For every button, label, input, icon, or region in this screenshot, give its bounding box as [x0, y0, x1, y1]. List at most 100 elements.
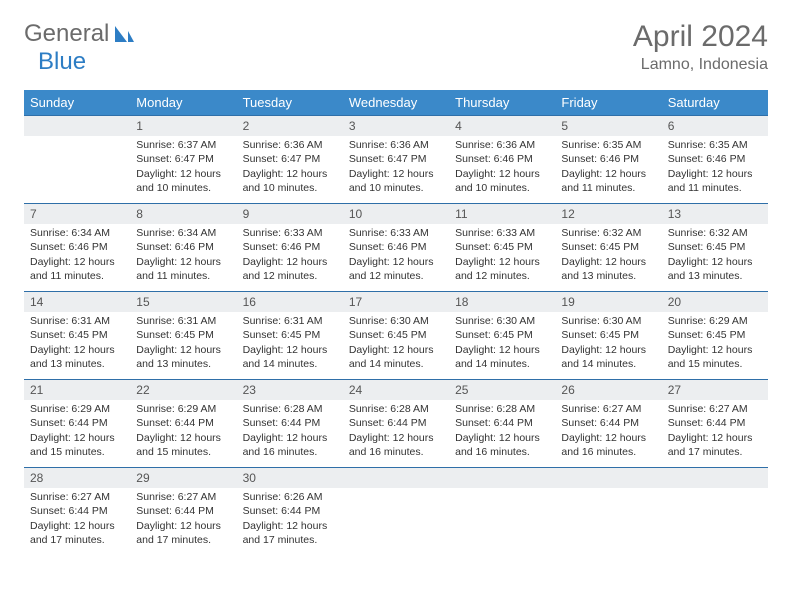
day-number: 26 — [555, 379, 661, 400]
day-details: Sunrise: 6:29 AMSunset: 6:44 PMDaylight:… — [130, 400, 236, 463]
day-details: Sunrise: 6:26 AMSunset: 6:44 PMDaylight:… — [237, 488, 343, 551]
daylight-line: Daylight: 12 hours and 10 minutes. — [243, 167, 337, 195]
sunset-line: Sunset: 6:45 PM — [668, 328, 762, 342]
calendar-cell: 2Sunrise: 6:36 AMSunset: 6:47 PMDaylight… — [237, 115, 343, 203]
calendar-cell: 8Sunrise: 6:34 AMSunset: 6:46 PMDaylight… — [130, 203, 236, 291]
sunset-line: Sunset: 6:44 PM — [349, 416, 443, 430]
calendar-cell: 25Sunrise: 6:28 AMSunset: 6:44 PMDayligh… — [449, 379, 555, 467]
sunset-line: Sunset: 6:46 PM — [561, 152, 655, 166]
calendar-cell: 4Sunrise: 6:36 AMSunset: 6:46 PMDaylight… — [449, 115, 555, 203]
calendar-cell: 6Sunrise: 6:35 AMSunset: 6:46 PMDaylight… — [662, 115, 768, 203]
day-number: 30 — [237, 467, 343, 488]
sunset-line: Sunset: 6:45 PM — [243, 328, 337, 342]
day-number: 28 — [24, 467, 130, 488]
day-details: Sunrise: 6:27 AMSunset: 6:44 PMDaylight:… — [662, 400, 768, 463]
calendar-cell — [555, 467, 661, 555]
weekday-header: Wednesday — [343, 90, 449, 115]
calendar-week-row: 14Sunrise: 6:31 AMSunset: 6:45 PMDayligh… — [24, 291, 768, 379]
sunset-line: Sunset: 6:46 PM — [349, 240, 443, 254]
sunrise-line: Sunrise: 6:33 AM — [243, 226, 337, 240]
daylight-line: Daylight: 12 hours and 16 minutes. — [349, 431, 443, 459]
calendar-cell — [24, 115, 130, 203]
day-number: 18 — [449, 291, 555, 312]
daylight-line: Daylight: 12 hours and 12 minutes. — [349, 255, 443, 283]
daylight-line: Daylight: 12 hours and 10 minutes. — [136, 167, 230, 195]
daylight-line: Daylight: 12 hours and 10 minutes. — [455, 167, 549, 195]
day-number: 24 — [343, 379, 449, 400]
day-details: Sunrise: 6:28 AMSunset: 6:44 PMDaylight:… — [343, 400, 449, 463]
calendar-cell: 19Sunrise: 6:30 AMSunset: 6:45 PMDayligh… — [555, 291, 661, 379]
day-details: Sunrise: 6:27 AMSunset: 6:44 PMDaylight:… — [555, 400, 661, 463]
sunrise-line: Sunrise: 6:31 AM — [30, 314, 124, 328]
calendar-cell: 1Sunrise: 6:37 AMSunset: 6:47 PMDaylight… — [130, 115, 236, 203]
day-details: Sunrise: 6:29 AMSunset: 6:45 PMDaylight:… — [662, 312, 768, 375]
day-details: Sunrise: 6:36 AMSunset: 6:47 PMDaylight:… — [237, 136, 343, 199]
calendar-cell: 30Sunrise: 6:26 AMSunset: 6:44 PMDayligh… — [237, 467, 343, 555]
calendar-week-row: 7Sunrise: 6:34 AMSunset: 6:46 PMDaylight… — [24, 203, 768, 291]
day-number: 23 — [237, 379, 343, 400]
sunrise-line: Sunrise: 6:32 AM — [668, 226, 762, 240]
calendar-cell: 3Sunrise: 6:36 AMSunset: 6:47 PMDaylight… — [343, 115, 449, 203]
day-details: Sunrise: 6:32 AMSunset: 6:45 PMDaylight:… — [662, 224, 768, 287]
logo-text-general: General — [24, 20, 109, 48]
day-details: Sunrise: 6:31 AMSunset: 6:45 PMDaylight:… — [24, 312, 130, 375]
calendar-cell: 20Sunrise: 6:29 AMSunset: 6:45 PMDayligh… — [662, 291, 768, 379]
daylight-line: Daylight: 12 hours and 12 minutes. — [455, 255, 549, 283]
day-number: 3 — [343, 115, 449, 136]
sunrise-line: Sunrise: 6:32 AM — [561, 226, 655, 240]
day-number: 7 — [24, 203, 130, 224]
sunset-line: Sunset: 6:44 PM — [30, 416, 124, 430]
calendar-cell: 17Sunrise: 6:30 AMSunset: 6:45 PMDayligh… — [343, 291, 449, 379]
sunset-line: Sunset: 6:44 PM — [136, 416, 230, 430]
day-number — [555, 467, 661, 488]
day-number: 10 — [343, 203, 449, 224]
sunset-line: Sunset: 6:44 PM — [136, 504, 230, 518]
sunset-line: Sunset: 6:45 PM — [136, 328, 230, 342]
calendar-table: SundayMondayTuesdayWednesdayThursdayFrid… — [24, 90, 768, 555]
weekday-header: Thursday — [449, 90, 555, 115]
day-details — [449, 488, 555, 494]
month-title: April 2024 — [633, 20, 768, 54]
day-details — [24, 136, 130, 142]
day-number: 16 — [237, 291, 343, 312]
day-details: Sunrise: 6:35 AMSunset: 6:46 PMDaylight:… — [555, 136, 661, 199]
day-number: 29 — [130, 467, 236, 488]
day-details: Sunrise: 6:37 AMSunset: 6:47 PMDaylight:… — [130, 136, 236, 199]
weekday-header: Saturday — [662, 90, 768, 115]
sunset-line: Sunset: 6:47 PM — [349, 152, 443, 166]
sunset-line: Sunset: 6:46 PM — [136, 240, 230, 254]
day-details: Sunrise: 6:31 AMSunset: 6:45 PMDaylight:… — [237, 312, 343, 375]
day-number: 19 — [555, 291, 661, 312]
calendar-cell: 5Sunrise: 6:35 AMSunset: 6:46 PMDaylight… — [555, 115, 661, 203]
weekday-header: Monday — [130, 90, 236, 115]
daylight-line: Daylight: 12 hours and 10 minutes. — [349, 167, 443, 195]
calendar-cell: 9Sunrise: 6:33 AMSunset: 6:46 PMDaylight… — [237, 203, 343, 291]
calendar-cell: 16Sunrise: 6:31 AMSunset: 6:45 PMDayligh… — [237, 291, 343, 379]
day-details — [343, 488, 449, 494]
calendar-body: 1Sunrise: 6:37 AMSunset: 6:47 PMDaylight… — [24, 115, 768, 555]
daylight-line: Daylight: 12 hours and 15 minutes. — [668, 343, 762, 371]
daylight-line: Daylight: 12 hours and 11 minutes. — [136, 255, 230, 283]
daylight-line: Daylight: 12 hours and 13 minutes. — [136, 343, 230, 371]
day-details: Sunrise: 6:36 AMSunset: 6:47 PMDaylight:… — [343, 136, 449, 199]
logo: General — [24, 20, 135, 48]
sunset-line: Sunset: 6:45 PM — [561, 240, 655, 254]
daylight-line: Daylight: 12 hours and 14 minutes. — [561, 343, 655, 371]
sunrise-line: Sunrise: 6:36 AM — [349, 138, 443, 152]
logo-text-blue: Blue — [38, 48, 86, 76]
sunrise-line: Sunrise: 6:30 AM — [561, 314, 655, 328]
sunrise-line: Sunrise: 6:31 AM — [136, 314, 230, 328]
day-number: 13 — [662, 203, 768, 224]
daylight-line: Daylight: 12 hours and 14 minutes. — [243, 343, 337, 371]
sunset-line: Sunset: 6:45 PM — [349, 328, 443, 342]
calendar-week-row: 28Sunrise: 6:27 AMSunset: 6:44 PMDayligh… — [24, 467, 768, 555]
calendar-cell: 13Sunrise: 6:32 AMSunset: 6:45 PMDayligh… — [662, 203, 768, 291]
sunset-line: Sunset: 6:44 PM — [30, 504, 124, 518]
calendar-cell: 23Sunrise: 6:28 AMSunset: 6:44 PMDayligh… — [237, 379, 343, 467]
day-number: 14 — [24, 291, 130, 312]
day-number: 15 — [130, 291, 236, 312]
day-number: 8 — [130, 203, 236, 224]
calendar-cell: 24Sunrise: 6:28 AMSunset: 6:44 PMDayligh… — [343, 379, 449, 467]
sunset-line: Sunset: 6:47 PM — [136, 152, 230, 166]
daylight-line: Daylight: 12 hours and 16 minutes. — [243, 431, 337, 459]
